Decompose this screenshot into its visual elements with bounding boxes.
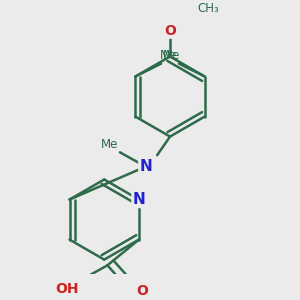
Text: O: O bbox=[164, 24, 176, 38]
Text: Me: Me bbox=[163, 49, 180, 62]
Text: O: O bbox=[136, 284, 148, 298]
Text: N: N bbox=[139, 159, 152, 174]
Text: Me: Me bbox=[101, 138, 118, 151]
Text: N: N bbox=[133, 192, 145, 207]
Text: CH₃: CH₃ bbox=[197, 2, 219, 15]
Text: OH: OH bbox=[55, 283, 79, 296]
Text: Me: Me bbox=[160, 49, 178, 62]
